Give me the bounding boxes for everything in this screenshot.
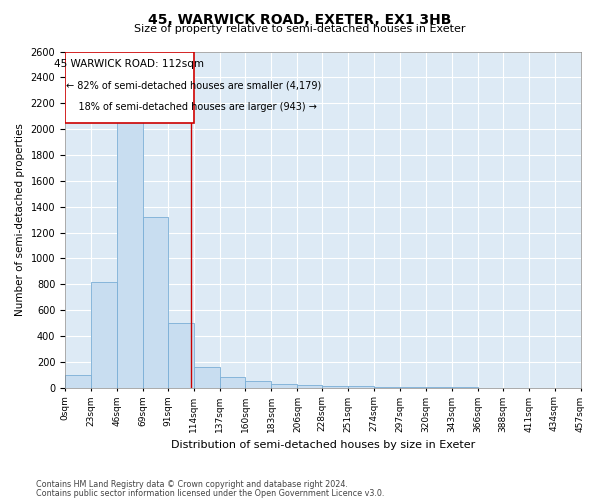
Bar [117,118,143,388]
Text: 18% of semi-detached houses are larger (943) →: 18% of semi-detached houses are larger (… [66,102,317,112]
Bar [298,385,322,388]
Bar [65,52,194,123]
Bar [245,381,271,388]
Text: Contains public sector information licensed under the Open Government Licence v3: Contains public sector information licen… [36,488,385,498]
Bar [322,386,348,388]
Bar [220,378,245,388]
Text: 45, WARWICK ROAD, EXETER, EX1 3HB: 45, WARWICK ROAD, EXETER, EX1 3HB [148,12,452,26]
Text: Contains HM Land Registry data © Crown copyright and database right 2024.: Contains HM Land Registry data © Crown c… [36,480,348,489]
Bar [348,386,374,388]
X-axis label: Distribution of semi-detached houses by size in Exeter: Distribution of semi-detached houses by … [170,440,475,450]
Bar [271,384,298,388]
Bar [167,323,194,388]
Bar [400,387,426,388]
Bar [91,282,117,388]
Bar [374,386,400,388]
Bar [143,217,167,388]
Y-axis label: Number of semi-detached properties: Number of semi-detached properties [15,123,25,316]
Bar [194,367,220,388]
Bar [65,374,91,388]
Text: ← 82% of semi-detached houses are smaller (4,179): ← 82% of semi-detached houses are smalle… [66,80,322,90]
Text: Size of property relative to semi-detached houses in Exeter: Size of property relative to semi-detach… [134,24,466,34]
Text: 45 WARWICK ROAD: 112sqm: 45 WARWICK ROAD: 112sqm [55,60,205,70]
